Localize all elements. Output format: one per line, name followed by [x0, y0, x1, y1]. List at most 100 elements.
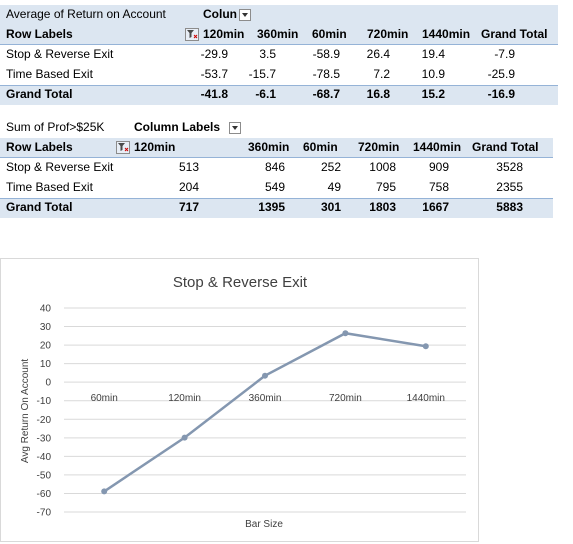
pivot1-title-row: [0, 5, 558, 25]
chart-title: Stop & Reverse Exit: [173, 274, 308, 291]
chart-y-ticks: 40 30 20 10 0 -10 -20 -30 -40 -50 -60 -70: [37, 304, 52, 519]
pivot1-cell: -53.7: [200, 67, 228, 81]
pivot2-cell: 1008: [369, 160, 396, 174]
x-tick-label: 360min: [249, 393, 282, 404]
pivot1-cell: 26.4: [366, 47, 390, 61]
x-tick-label: 1440min: [407, 393, 445, 404]
pivot2-row-label: Stop & Reverse Exit: [6, 160, 114, 174]
pivot2-total-row: [0, 198, 553, 218]
pivot1-total-cell: -41.8: [200, 87, 228, 101]
pivot1-cell: -7.9: [494, 47, 515, 61]
pivot2-total-cell: 1667: [422, 200, 449, 214]
pivot2-col-header: Grand Total: [472, 140, 539, 154]
y-tick-label: 10: [40, 359, 52, 370]
pivot2-cell: 252: [320, 160, 341, 174]
pivot1-cell: 19.4: [421, 47, 445, 61]
data-point: [342, 330, 349, 337]
pivot-table-sum-profit: Sum of Prof>$25K Column Labels Row Label…: [0, 118, 553, 220]
pivot1-column-labels: Colun: [203, 7, 237, 21]
y-tick-label: -20: [37, 415, 52, 426]
data-point: [181, 434, 188, 441]
pivot1-cell: 7.2: [373, 67, 390, 81]
pivot2-total-cell: 1803: [369, 200, 396, 214]
pivot2-cell: 909: [428, 160, 449, 174]
chart-x-axis-label: Bar Size: [245, 519, 283, 530]
pivot1-total-row: [0, 85, 558, 105]
pivot1-column-labels-dropdown-icon[interactable]: [239, 9, 251, 21]
data-point: [101, 488, 108, 495]
pivot2-cell: 758: [428, 180, 449, 194]
y-tick-label: -40: [37, 452, 52, 463]
pivot2-total-cell: 5883: [496, 200, 523, 214]
pivot1-col-header: Grand Total: [481, 27, 548, 41]
pivot1-row-label: Time Based Exit: [6, 67, 93, 81]
pivot2-col-header: 1440min: [413, 140, 462, 154]
pivot2-filter-icon[interactable]: [116, 141, 130, 154]
pivot1-total-cell: 15.2: [421, 87, 445, 101]
pivot2-header-row: [0, 138, 553, 158]
pivot2-row-label: Time Based Exit: [6, 180, 93, 194]
pivot1-col-header: 720min: [367, 27, 409, 41]
chart-series: [101, 330, 429, 495]
pivot2-col-header: 60min: [303, 140, 338, 154]
pivot1-total-cell: 16.8: [366, 87, 390, 101]
pivot2-cell: 549: [264, 180, 285, 194]
x-tick-label: 720min: [329, 393, 362, 404]
pivot1-cell: -78.5: [312, 67, 340, 81]
pivot2-cell: 204: [178, 180, 199, 194]
pivot1-row-label: Stop & Reverse Exit: [6, 47, 114, 61]
pivot1-filter-icon[interactable]: [185, 28, 199, 41]
pivot2-total-cell: 1395: [258, 200, 285, 214]
pivot2-cell: 513: [178, 160, 199, 174]
pivot2-cell: 3528: [496, 160, 523, 174]
pivot1-title: Average of Return on Account: [6, 7, 166, 21]
y-tick-label: 40: [40, 304, 52, 315]
pivot1-cell: -58.9: [312, 47, 340, 61]
pivot1-cell: -29.9: [200, 47, 228, 61]
pivot1-total-cell: -68.7: [312, 87, 340, 101]
series-line: [103, 331, 426, 493]
x-tick-label: 60min: [91, 393, 118, 404]
pivot1-cell: 3.5: [259, 47, 276, 61]
y-tick-label: 20: [40, 341, 52, 352]
pivot1-header-row: [0, 25, 558, 45]
pivot-table-average-return: Average of Return on Account Colun Row L…: [0, 0, 558, 106]
y-tick-label: 30: [40, 322, 52, 333]
pivot2-cell: 49: [327, 180, 341, 194]
pivot1-col-header: 360min: [257, 27, 299, 41]
pivot1-cell: 10.9: [421, 67, 445, 81]
pivot2-cell: 846: [264, 160, 285, 174]
pivot1-total-cell: -6.1: [255, 87, 276, 101]
chart-y-axis-label: Avg Return On Account: [20, 359, 31, 464]
pivot1-row-labels: Row Labels: [6, 27, 73, 41]
pivot2-cell: 2355: [496, 180, 523, 194]
pivot1-total-label: Grand Total: [6, 87, 73, 101]
y-tick-label: -60: [37, 489, 52, 500]
pivot2-column-labels-dropdown-icon[interactable]: [229, 122, 241, 134]
pivot1-col-header: 120min: [203, 27, 245, 41]
chart-x-ticks: 60min 120min 360min 720min 1440min: [91, 393, 445, 404]
pivot2-col-header: 360min: [248, 140, 290, 154]
pivot2-column-labels: Column Labels: [134, 120, 221, 134]
y-tick-label: -30: [37, 433, 52, 444]
pivot2-total-cell: 717: [178, 200, 199, 214]
pivot1-cell: -25.9: [487, 67, 515, 81]
pivot1-col-header: 1440min: [422, 27, 471, 41]
pivot2-total-label: Grand Total: [6, 200, 73, 214]
pivot1-col-header: 60min: [312, 27, 347, 41]
y-tick-label: -10: [37, 396, 52, 407]
line-chart-container[interactable]: Stop & Reverse Exit Avg Return On Accoun…: [0, 258, 479, 542]
pivot1-cell: -15.7: [248, 67, 276, 81]
y-tick-label: -70: [37, 508, 52, 519]
pivot2-cell: 795: [375, 180, 396, 194]
pivot2-row-labels: Row Labels: [6, 140, 73, 154]
pivot2-col-header: 120min: [134, 140, 176, 154]
data-point: [422, 343, 429, 350]
pivot2-title: Sum of Prof>$25K: [6, 120, 105, 134]
pivot2-total-cell: 301: [320, 200, 341, 214]
y-tick-label: -50: [37, 470, 52, 481]
chart-gridlines: [64, 307, 466, 513]
pivot1-total-cell: -16.9: [487, 87, 515, 101]
pivot2-col-header: 720min: [358, 140, 400, 154]
y-tick-label: 0: [45, 378, 51, 389]
